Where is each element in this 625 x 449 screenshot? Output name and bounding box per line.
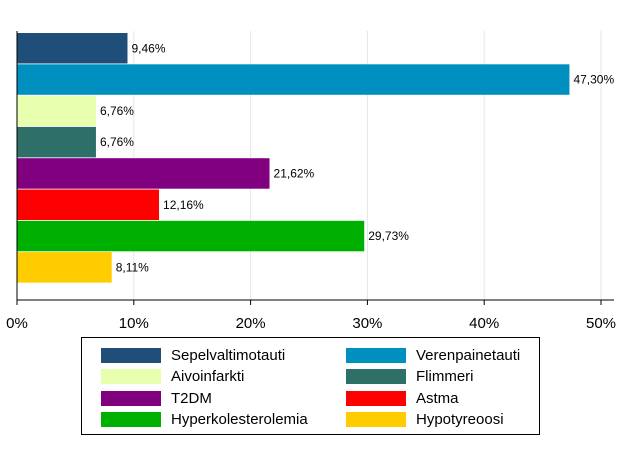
legend-item-t2dm: T2DM bbox=[101, 389, 212, 407]
legend-item-aivoinfarkti: Aivoinfarkti bbox=[101, 368, 244, 386]
value-label-t2dm: 21,62% bbox=[274, 166, 315, 180]
bar-verenpainetauti bbox=[17, 64, 570, 95]
bar-hypotyreoosi bbox=[17, 252, 112, 283]
legend-label-flimmeri: Flimmeri bbox=[416, 368, 474, 385]
value-label-hypotyreoosi: 8,11% bbox=[116, 260, 149, 274]
legend-item-astma: Astma bbox=[346, 389, 459, 407]
legend-label-verenpainetauti: Verenpainetauti bbox=[416, 346, 521, 364]
legend-label-t2dm: T2DM bbox=[171, 389, 212, 407]
value-label-astma: 12,16% bbox=[163, 198, 204, 212]
bar-aivoinfarkti bbox=[17, 95, 96, 127]
legend-label-sepelvaltimotauti: Sepelvaltimotauti bbox=[171, 346, 286, 364]
x-tick-label-3: 30% bbox=[352, 315, 382, 330]
axes-group bbox=[16, 31, 614, 301]
legend-item-hypotyreoosi: Hypotyreoosi bbox=[346, 411, 504, 429]
value-label-aivoinfarkti: 6,76% bbox=[100, 104, 134, 118]
value-label-flimmeri: 6,76% bbox=[100, 135, 134, 149]
legend-swatch-aivoinfarkti bbox=[101, 369, 161, 384]
legend-swatch-sepelvaltimotauti bbox=[101, 347, 161, 363]
x-tick-label-0: 0% bbox=[6, 315, 28, 330]
value-label-sepelvaltimotauti: 9,46% bbox=[131, 41, 165, 55]
value-labels-group: 9,46% 47,30% 6,76% 6,76% 21,62% 12,16% 29,73% 8… bbox=[100, 41, 615, 274]
bar-flimmeri bbox=[17, 126, 96, 158]
value-label-hyperkolesterolemia: 29,73% bbox=[368, 229, 409, 243]
bar-t2dm bbox=[17, 158, 270, 189]
bars-group bbox=[17, 33, 570, 283]
legend-item-sepelvaltimotauti: Sepelvaltimotauti bbox=[101, 346, 285, 364]
bar-sepelvaltimotauti bbox=[17, 33, 128, 64]
legend-swatch-flimmeri bbox=[346, 369, 406, 384]
legend-item-verenpainetauti: Verenpainetauti bbox=[346, 346, 520, 364]
x-tick-label-1: 10% bbox=[119, 315, 149, 330]
legend: Sepelvaltimotauti Verenpainetauti Aivoinfa… bbox=[81, 337, 540, 435]
x-tick-label-2: 20% bbox=[236, 315, 266, 330]
legend-swatch-t2dm bbox=[101, 390, 161, 406]
value-label-verenpainetauti: 47,30% bbox=[573, 73, 614, 87]
legend-swatch-hyperkolesterolemia bbox=[101, 412, 161, 427]
legend-swatch-verenpainetauti bbox=[346, 347, 406, 363]
legend-label-astma: Astma bbox=[416, 389, 459, 407]
bar-astma bbox=[17, 189, 160, 220]
legend-label-hypotyreoosi: Hypotyreoosi bbox=[416, 411, 504, 428]
legend-item-hyperkolesterolemia: Hyperkolesterolemia bbox=[101, 411, 308, 429]
legend-label-aivoinfarkti: Aivoinfarkti bbox=[171, 368, 245, 385]
legend-swatch-astma bbox=[346, 390, 406, 406]
legend-swatch-hypotyreoosi bbox=[346, 412, 406, 427]
bar-chart: 9,46% 47,30% 6,76% 6,76% 21,62% 12,16% 29,73% 8… bbox=[6, 31, 616, 330]
x-tick-label-4: 40% bbox=[469, 315, 499, 330]
tick-labels-group: 0% 10% 20% 30% 40% 50% bbox=[6, 300, 616, 330]
bar-hyperkolesterolemia bbox=[17, 220, 365, 252]
legend-item-flimmeri: Flimmeri bbox=[346, 368, 474, 386]
legend-label-hyperkolesterolemia: Hyperkolesterolemia bbox=[171, 411, 308, 428]
x-tick-label-5: 50% bbox=[586, 315, 616, 330]
